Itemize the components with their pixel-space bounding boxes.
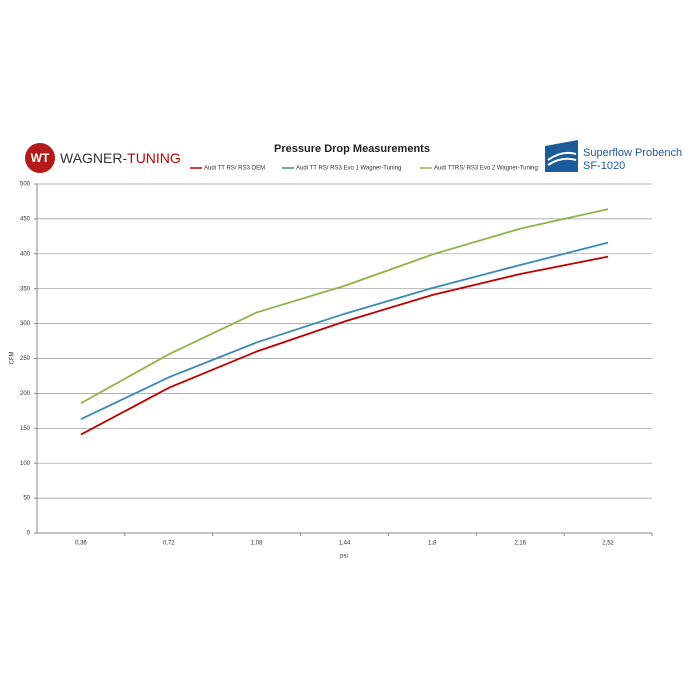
- x-tick-label: 0,36: [75, 541, 87, 547]
- y-tick-label: 0: [27, 531, 31, 537]
- logo-name-part: WAGNER: [60, 150, 122, 166]
- y-tick-label: 150: [20, 426, 31, 432]
- logo-name: Superflow Probench: [583, 147, 682, 159]
- x-axis-label: psi: [340, 554, 348, 560]
- x-tick-label: 2,52: [602, 541, 614, 547]
- legend-label: Audi TT RS/ RS3 Evo 1 Wagner-Tuning: [296, 166, 401, 172]
- y-tick-label: 100: [20, 461, 31, 467]
- y-tick-label: 300: [20, 321, 31, 327]
- logo-shape: [545, 140, 578, 172]
- x-tick-label: 1,44: [339, 541, 351, 547]
- y-tick-label: 200: [20, 391, 31, 397]
- x-tick-label: 1,8: [428, 541, 437, 547]
- y-tick-label: 350: [20, 286, 31, 292]
- y-tick-label: 450: [20, 216, 31, 222]
- legend-label: Audi TTRS/ RS3 Evo 2 Wagner-Tuning: [434, 166, 538, 172]
- logo-circle: [25, 143, 55, 173]
- x-tick-label: 1,08: [251, 541, 263, 547]
- y-tick-label: 500: [20, 182, 31, 188]
- x-tick-label: 0,72: [163, 541, 175, 547]
- logo-waves: [547, 151, 577, 166]
- y-tick-label: 50: [23, 496, 30, 502]
- left-logo: WT WAGNER-TUNING: [25, 143, 181, 173]
- logo-name: WAGNER-TUNING: [60, 150, 181, 166]
- logo-model: SF-1020: [583, 160, 625, 172]
- series-line: [80, 208, 609, 404]
- chart-title: Pressure Drop Measurements: [274, 143, 430, 155]
- y-tick-label: 400: [20, 251, 31, 257]
- legend-label: Audi TT RS/ RS3 OEM: [204, 166, 265, 172]
- right-logo: Superflow Probench SF-1020: [545, 140, 682, 172]
- logo-name-suffix: -TUNING: [122, 150, 180, 166]
- series-line: [80, 241, 609, 421]
- logo-mark: WT: [31, 151, 50, 165]
- x-tick-label: 2,16: [514, 541, 526, 547]
- series-line: [80, 255, 609, 436]
- y-tick-label: 250: [20, 356, 31, 362]
- y-axis-label: CFM: [10, 352, 16, 365]
